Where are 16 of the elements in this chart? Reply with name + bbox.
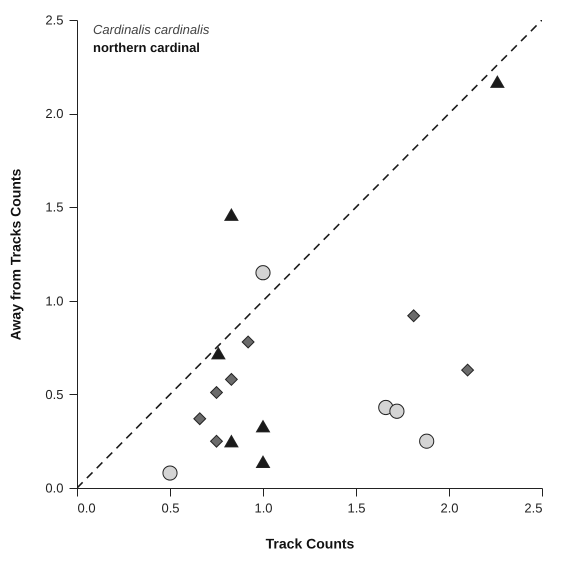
x-tick-label: 0.5 bbox=[161, 500, 180, 516]
x-tick-label: 2.0 bbox=[440, 500, 459, 516]
annotation: Cardinalis cardinalis bbox=[93, 22, 210, 37]
x-tick-label: 0.0 bbox=[78, 500, 96, 516]
x-tick-label: 1.5 bbox=[347, 500, 366, 516]
x-tick-label: 2.5 bbox=[524, 500, 542, 516]
y-tick-label: 0.5 bbox=[45, 386, 64, 402]
y-tick-label: 2.0 bbox=[45, 106, 64, 122]
y-tick-label: 1.5 bbox=[45, 200, 64, 215]
x-axis-title: Track Counts bbox=[266, 536, 355, 552]
y-tick-label: 2.5 bbox=[45, 12, 64, 28]
y-axis-title: Away from Tracks Counts bbox=[7, 168, 24, 340]
y-tick-label: 0.0 bbox=[45, 480, 64, 496]
x-tick-label: 1.0 bbox=[254, 500, 273, 516]
y-tick-label: 1.0 bbox=[45, 293, 64, 308]
annotation: northern cardinal bbox=[93, 40, 200, 55]
